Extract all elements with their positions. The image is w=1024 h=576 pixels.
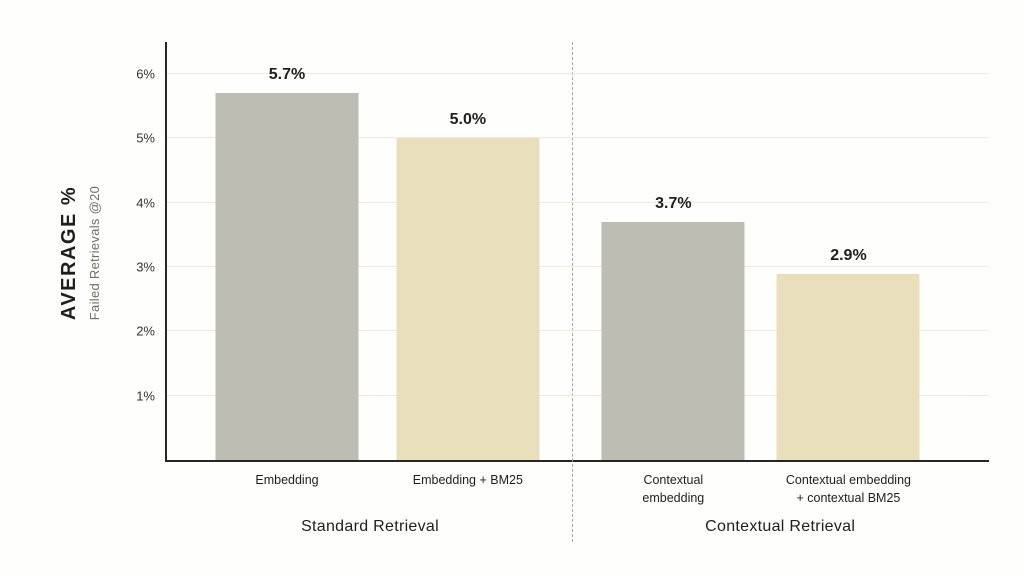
gridline bbox=[167, 73, 989, 75]
y-tick-label: 5% bbox=[136, 130, 155, 146]
bar-value-label: 5.0% bbox=[449, 111, 487, 129]
y-tick-label: 1% bbox=[136, 388, 155, 404]
bar bbox=[215, 93, 359, 460]
y-tick-label: 3% bbox=[136, 259, 155, 275]
x-category-label: Contextual embedding + contextual BM25 bbox=[785, 473, 911, 505]
group-label: Contextual Retrieval bbox=[705, 518, 856, 535]
y-axis-label: AVERAGE % Failed Retrievals @20 bbox=[58, 186, 102, 320]
y-tick-label: 2% bbox=[136, 323, 155, 339]
gridline bbox=[167, 394, 989, 396]
plot-area: 1% 2% 3% 4% 5% 6% 5.7% Embedding 5.0% Embedding +… bbox=[136, 42, 989, 542]
gridline bbox=[167, 266, 989, 268]
group-label: Standard Retrieval bbox=[301, 518, 439, 535]
y-tick-label: 4% bbox=[136, 195, 155, 211]
bar-value-label: 3.7% bbox=[655, 195, 692, 213]
y-tick-label: 6% bbox=[136, 66, 155, 82]
bar bbox=[396, 138, 540, 460]
x-category-label: Contextual embedding bbox=[642, 473, 705, 505]
bar-value-label: 2.9% bbox=[830, 246, 867, 264]
y-axis-subtitle: Failed Retrievals @20 bbox=[87, 185, 102, 321]
bar-value-label: 5.7% bbox=[268, 66, 306, 84]
bar bbox=[601, 222, 745, 460]
bar bbox=[776, 273, 920, 460]
gridline bbox=[167, 201, 989, 203]
x-category-label: Embedding + BM25 bbox=[412, 473, 523, 487]
x-category-label: Embedding bbox=[255, 473, 319, 487]
gridline bbox=[167, 330, 989, 332]
group-divider-line bbox=[572, 42, 574, 542]
gridline bbox=[167, 137, 989, 139]
y-axis-title: AVERAGE % bbox=[58, 185, 80, 321]
